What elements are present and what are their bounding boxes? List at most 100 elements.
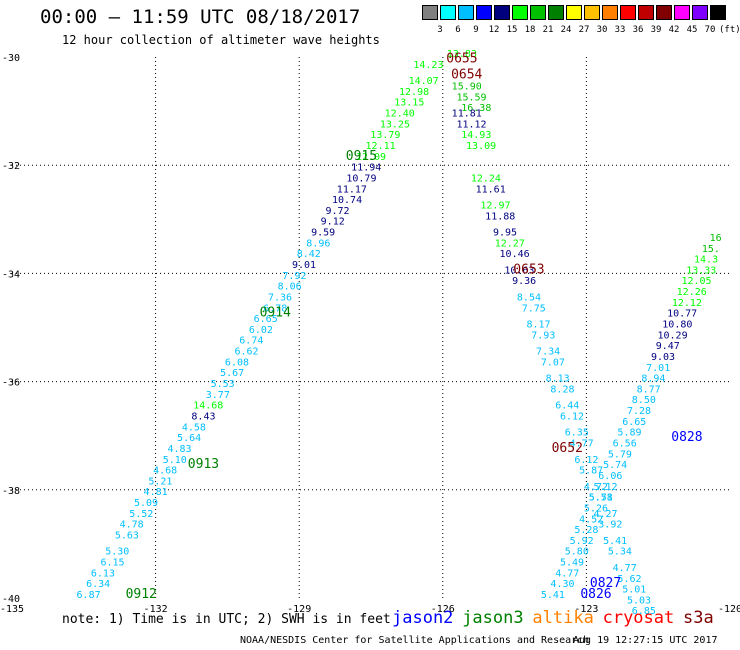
wave-height-value: 10.80 [662, 320, 692, 331]
wave-height-value: 6.12 [574, 455, 598, 466]
legend-swatch [566, 5, 582, 20]
legend-swatch [674, 5, 690, 20]
wave-height-value: 5.41 [541, 590, 565, 601]
pass-time-label: 0655 [446, 51, 477, 66]
wave-height-value: 5.34 [608, 547, 632, 558]
wave-height-value: 14.23 [413, 60, 443, 71]
wave-height-value: 6.65 [622, 417, 646, 428]
wave-height-value: 16 [710, 233, 722, 244]
wave-height-value: 5.79 [608, 449, 632, 460]
wave-height-value: 8.94 [641, 374, 665, 385]
wave-height-value: 10.46 [500, 249, 530, 260]
wave-height-value: 9.01 [292, 260, 316, 271]
wave-height-value: 5.21 [148, 476, 172, 487]
wave-height-value: 11.17 [337, 184, 367, 195]
legend-swatch [692, 5, 708, 20]
wave-height-value: 9.47 [656, 341, 680, 352]
wave-height-value: 6.78 [263, 303, 287, 314]
wave-height-value: 8.50 [632, 395, 656, 406]
wave-height-value: 4.58 [182, 422, 206, 433]
legend-label: 21 [542, 25, 554, 35]
satellite-tracks: 6.876.346.136.155.30 5.634.785.525.094.81… [77, 49, 722, 617]
pass-time-label: 0912 [126, 587, 157, 602]
legend-label: 24 [560, 25, 572, 35]
legend-swatch [458, 5, 474, 20]
wave-height-value: 11.81 [452, 109, 482, 120]
legend-swatch [710, 5, 726, 20]
wave-height-value: 6.87 [77, 590, 101, 601]
footer-note: note: 1) Time is in UTC; 2) SWH is in fe… [62, 612, 391, 627]
wave-height-value: 12.26 [677, 287, 707, 298]
satellite-name-jason3: jason3 [462, 608, 524, 628]
wave-height-value: 5.03 [627, 595, 651, 606]
legend-label: (ft) [719, 25, 740, 35]
wave-height-value: 14.93 [461, 130, 491, 141]
satellite-name-jason2: jason2 [392, 608, 454, 628]
wave-height-value: 12.27 [495, 238, 525, 249]
lon-tick-label: -126 [431, 604, 455, 615]
pass-time-label: 0913 [188, 457, 219, 472]
wave-height-value: 7.36 [268, 292, 292, 303]
wave-height-value: 8.96 [306, 238, 330, 249]
legend-swatch [422, 5, 438, 20]
wave-height-value: 7.92 [282, 271, 306, 282]
wave-height-value: 6.02 [249, 325, 273, 336]
wave-height-value: 8.17 [526, 320, 550, 331]
generated-timestamp: Aug 19 12:27:15 UTC 2017 [573, 635, 718, 646]
wave-height-value: 12.12 [672, 298, 702, 309]
lat-tick-label: -36 [2, 378, 20, 389]
legend-label: 36 [632, 25, 644, 35]
wave-height-value: 15.90 [452, 81, 482, 92]
wave-height-value: 12.11 [366, 141, 396, 152]
legend-swatch [548, 5, 564, 20]
wave-height-value: 4.77 [555, 568, 579, 579]
wave-height-value: 4.83 [167, 444, 191, 455]
wave-height-value: 6.08 [225, 357, 249, 368]
track-jason3: 6.876.346.136.155.30 5.634.785.525.094.81… [77, 60, 444, 602]
wave-height-value: 6.34 [86, 579, 110, 590]
pass-time-label: 0915 [346, 149, 377, 164]
axis-tick-labels: -135 -132 -129 -126 -123 -120 -30 -32 -34 -36 -38 -… [0, 53, 740, 615]
wave-height-value: 9.59 [311, 228, 335, 239]
wave-height-value: 13.33 [686, 265, 716, 276]
lon-tick-label: -132 [144, 604, 168, 615]
wave-height-value: 10.63 [504, 265, 534, 276]
wave-height-value: 6.13 [91, 568, 115, 579]
legend-swatch [656, 5, 672, 20]
wave-height-value: 15. [702, 244, 720, 255]
lon-tick-label: -129 [287, 604, 311, 615]
wave-height-value: 4.30 [550, 579, 574, 590]
wave-height-value: 11.94 [351, 163, 381, 174]
wave-height-value: 14.07 [409, 76, 439, 87]
wave-height-value: 11.61 [476, 184, 506, 195]
wave-height-value: 12.24 [471, 173, 501, 184]
legend-label: 39 [650, 25, 662, 35]
wave-height-value: 4.77 [613, 563, 637, 574]
legend-swatch [530, 5, 546, 20]
wave-height-value: 5.63 [115, 530, 139, 541]
wave-height-value: 4.68 [153, 466, 177, 477]
wave-height-value: 16.38 [461, 103, 491, 114]
track-cryosat: 13.83 15.9015.5916.3811.8111.1214.9313.09… [446, 49, 656, 617]
wave-height-value: 12.98 [399, 87, 429, 98]
legend-swatch [602, 5, 618, 20]
wave-height-value: 5.67 [220, 368, 244, 379]
wave-height-value: 11.88 [485, 211, 515, 222]
wave-height-value: 12.05 [681, 276, 711, 287]
wave-height-value: 8.06 [278, 282, 302, 293]
page-subtitle: 12 hour collection of altimeter wave hei… [62, 33, 380, 47]
wave-height-value: 9.12 [321, 217, 345, 228]
wave-height-value: 7.34 [536, 347, 560, 358]
wave-height-value: 6.74 [239, 336, 263, 347]
pass-time-label: 0652 [552, 441, 583, 456]
legend-swatch [638, 5, 654, 20]
legend-label: 70 [704, 25, 716, 35]
wave-height-value: 5.12 [593, 482, 617, 493]
wave-height-value: 7.01 [646, 363, 670, 374]
wave-height-value: 8.13 [546, 374, 570, 385]
legend-label: 45 [686, 25, 698, 35]
legend-swatch [512, 5, 528, 20]
pass-time-label: 0828 [671, 430, 702, 445]
legend-swatch [584, 5, 600, 20]
wave-height-value: 14.3 [694, 255, 718, 266]
